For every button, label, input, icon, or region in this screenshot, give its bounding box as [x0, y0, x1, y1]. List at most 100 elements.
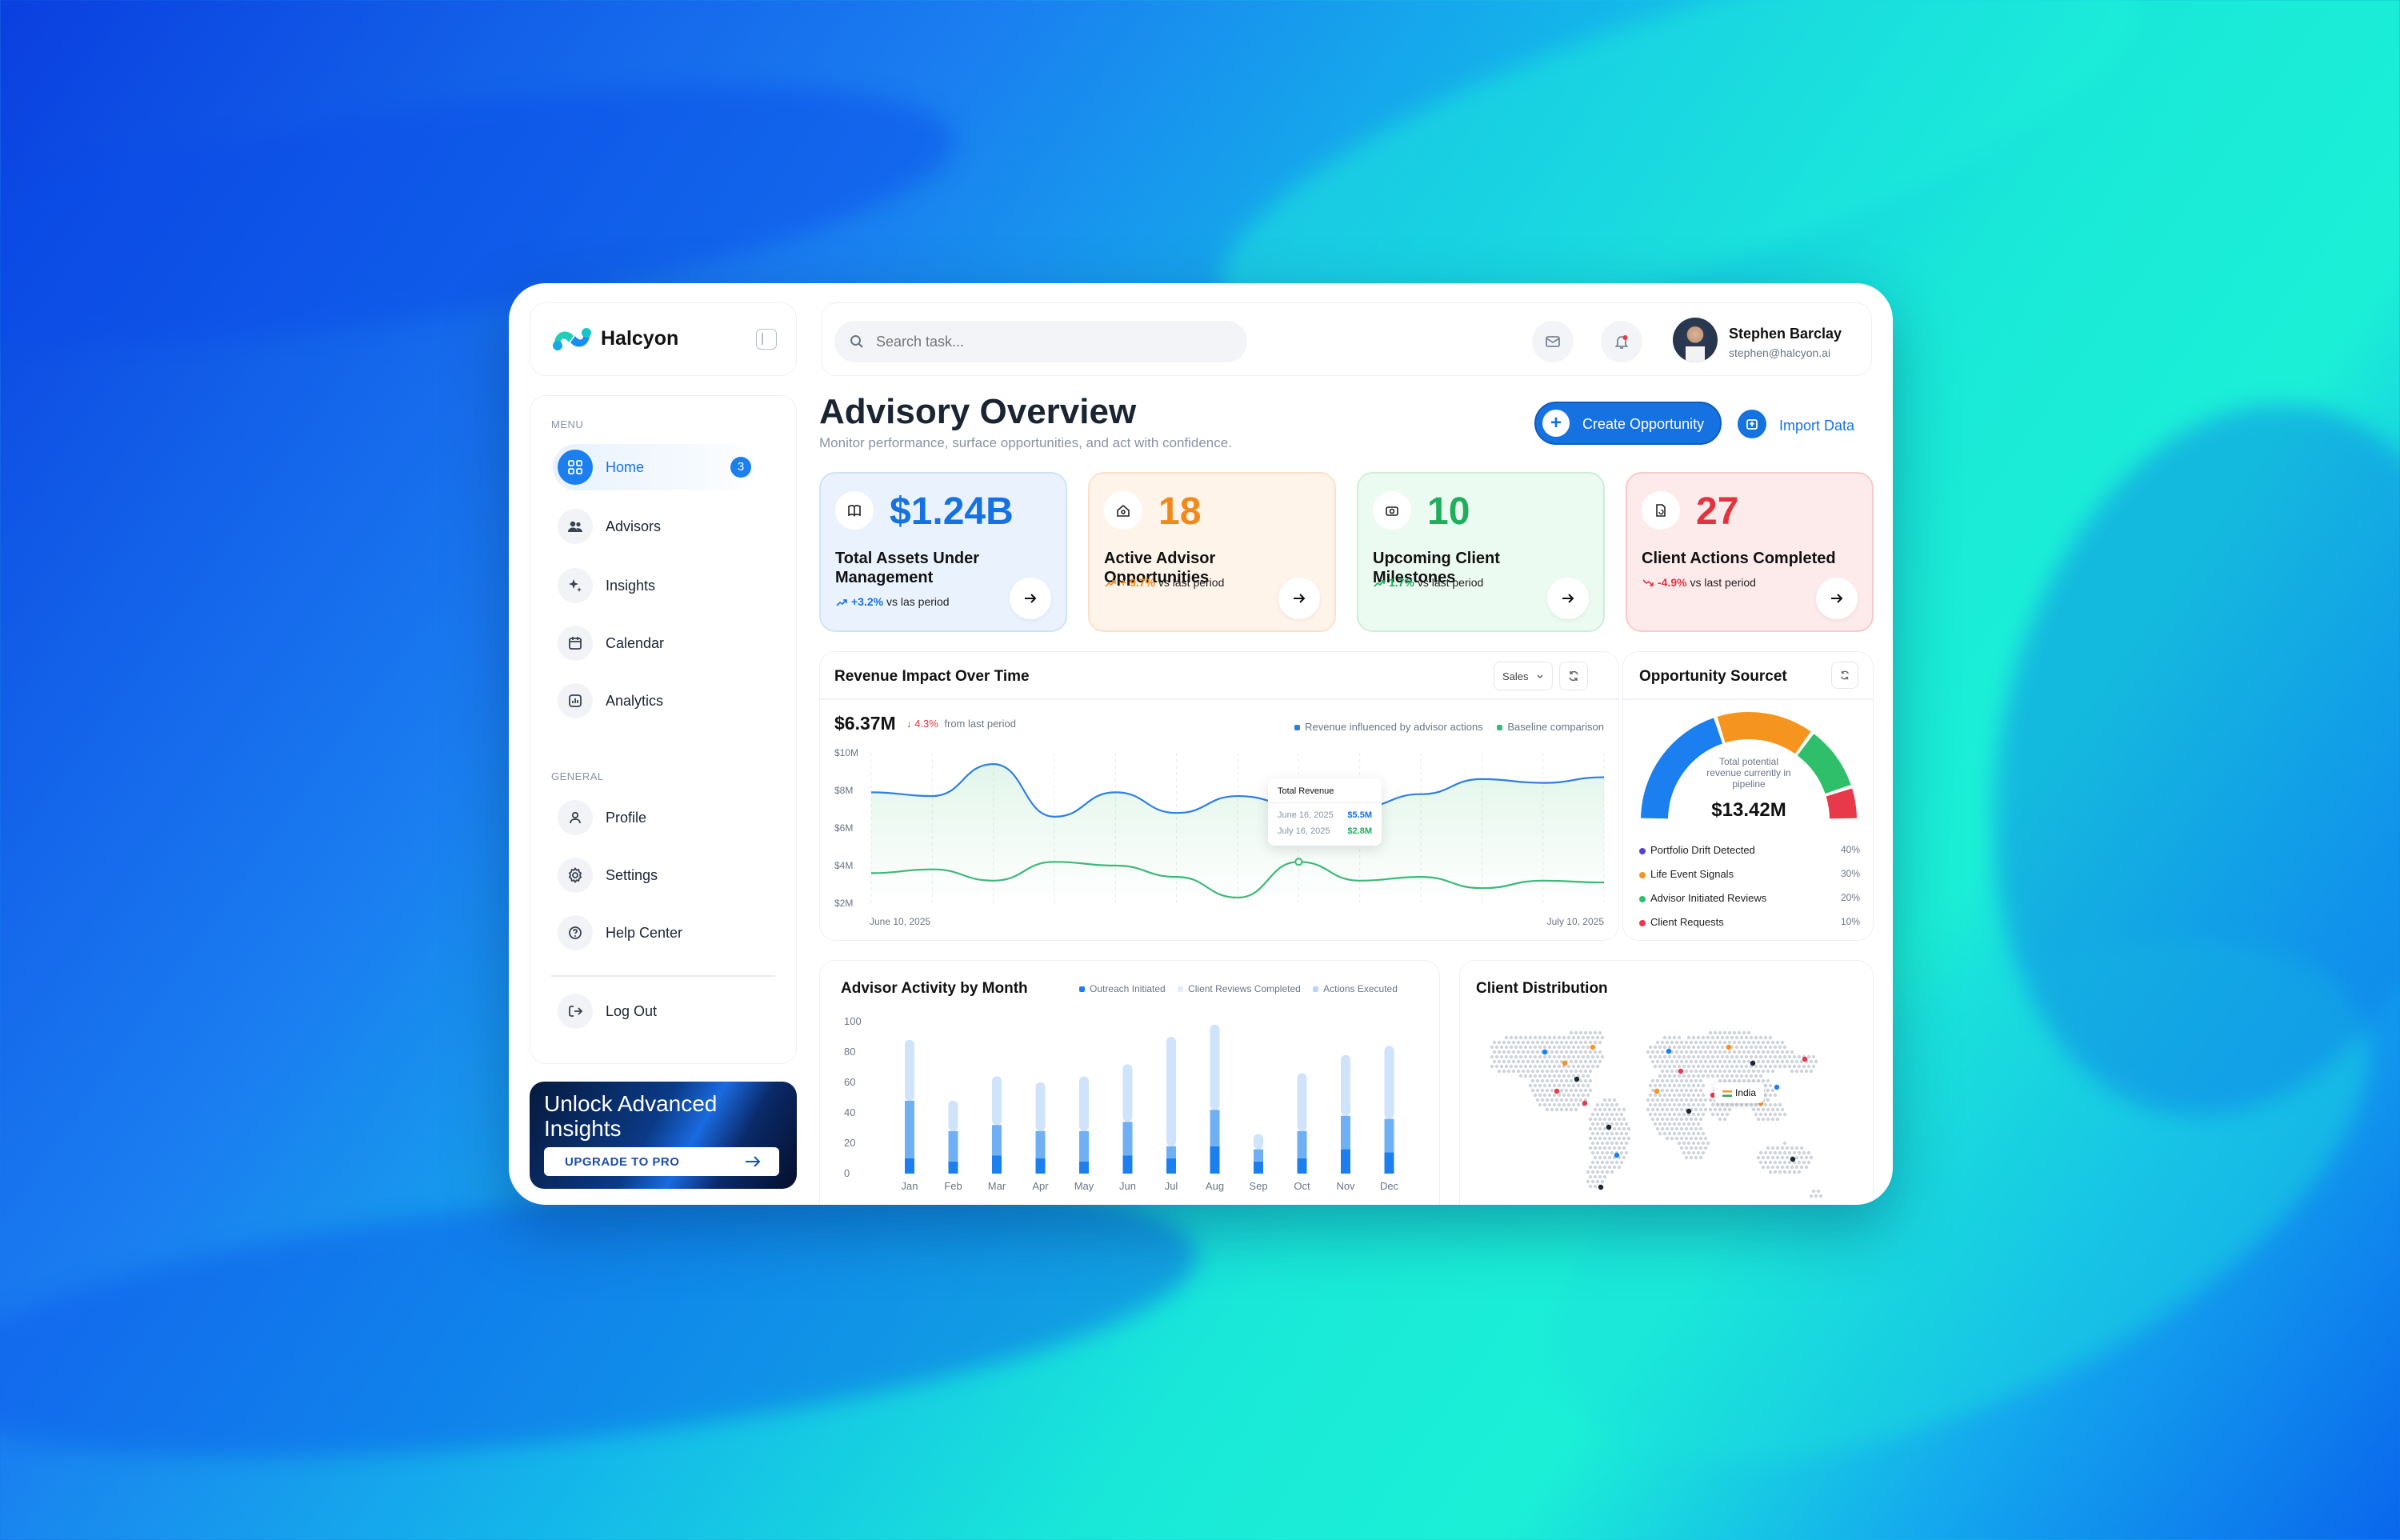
bar-segment — [992, 1125, 1002, 1156]
map-dot — [1737, 1059, 1742, 1064]
upgrade-button[interactable]: UPGRADE TO PRO — [544, 1147, 779, 1176]
map-dot — [1552, 1045, 1557, 1050]
map-dot — [1744, 1045, 1749, 1050]
sidebar-item-insights[interactable]: Insights — [553, 562, 761, 609]
map-dot — [1778, 1054, 1782, 1059]
map-dot — [1742, 1050, 1746, 1054]
sidebar-item-analytics[interactable]: Analytics — [553, 678, 761, 724]
map-dot — [1710, 1054, 1715, 1059]
source-refresh-button[interactable] — [1831, 662, 1858, 689]
map-dot — [1737, 1069, 1742, 1074]
sales-dropdown[interactable]: Sales — [1494, 662, 1553, 690]
map-dot — [1694, 1155, 1698, 1160]
map-dot — [1782, 1064, 1787, 1069]
map-dot — [1535, 1059, 1540, 1064]
source-divider — [1623, 698, 1873, 700]
map-dot — [1578, 1098, 1583, 1102]
map-dot — [1713, 1040, 1718, 1045]
map-dot — [1749, 1054, 1754, 1059]
sidebar-item-settings[interactable]: Settings — [553, 852, 761, 898]
map-dot — [1610, 1141, 1614, 1146]
map-dot — [1605, 1141, 1610, 1146]
search-input[interactable] — [876, 330, 1228, 353]
refresh-button[interactable] — [1559, 662, 1588, 690]
stat-arrow-button[interactable] — [1010, 578, 1051, 619]
promo-title: Unlock Advanced Insights — [544, 1091, 718, 1141]
map-dot — [1540, 1040, 1545, 1045]
stat-arrow-button[interactable] — [1278, 578, 1320, 619]
map-dot — [1499, 1045, 1504, 1050]
map-dot — [1686, 1131, 1691, 1136]
map-dot — [1562, 1035, 1566, 1040]
stat-arrow-button[interactable] — [1547, 578, 1589, 619]
sidebar-item-help-center[interactable]: Help Center — [553, 910, 761, 956]
sidebar-toggle-icon[interactable] — [756, 329, 777, 350]
map-dot — [1780, 1107, 1785, 1112]
map-dot — [1727, 1059, 1732, 1064]
bar-segment — [1122, 1122, 1133, 1156]
avatar[interactable] — [1673, 318, 1718, 362]
map-dot — [1713, 1059, 1718, 1064]
map-dot — [1653, 1064, 1658, 1069]
map-dot — [1770, 1050, 1775, 1054]
bar-segment — [1035, 1130, 1046, 1158]
sidebar-item-advisors[interactable]: Advisors — [553, 503, 761, 550]
map-dot — [1686, 1093, 1691, 1098]
map-dot — [1770, 1117, 1775, 1122]
bar-segment — [1341, 1054, 1350, 1116]
map-dot — [1624, 1150, 1629, 1155]
search-bar[interactable] — [834, 321, 1247, 362]
map-dot — [1674, 1136, 1679, 1141]
sidebar-item-profile[interactable]: Profile — [553, 794, 761, 841]
map-dot — [1523, 1045, 1528, 1050]
arrow-down-icon: ↓ — [906, 718, 912, 730]
map-dot — [1646, 1050, 1650, 1054]
map-dot — [1547, 1035, 1552, 1040]
map-dot — [1600, 1131, 1605, 1136]
map-dot — [1554, 1098, 1559, 1102]
map-dot — [1554, 1069, 1559, 1074]
map-dot — [1806, 1054, 1811, 1059]
map-dot — [1595, 1102, 1600, 1107]
map-dot — [1506, 1059, 1511, 1064]
map-dot — [1686, 1083, 1691, 1088]
create-opportunity-button[interactable]: + Create Opportunity — [1534, 402, 1722, 445]
map-dot — [1694, 1069, 1698, 1074]
map-dot — [1578, 1030, 1583, 1035]
logout-button[interactable]: Log Out — [553, 988, 761, 1034]
map-dot — [1610, 1170, 1614, 1174]
map-dot — [1766, 1069, 1770, 1074]
map-dot — [1686, 1141, 1691, 1146]
sidebar-item-home[interactable]: Home 3 — [553, 444, 761, 490]
legend-dot-actions — [1313, 986, 1319, 993]
map-dot — [1667, 1074, 1672, 1078]
map-dot — [1554, 1078, 1559, 1083]
map-dot — [1653, 1102, 1658, 1107]
map-dot — [1547, 1093, 1552, 1098]
map-dot — [1698, 1078, 1703, 1083]
map-dot — [1598, 1030, 1602, 1035]
map-dot — [1746, 1059, 1751, 1064]
map-dot — [1761, 1107, 1766, 1112]
map-dot — [1703, 1050, 1708, 1054]
tooltip-date-1: June 16, 2025 — [1278, 810, 1334, 820]
client-pin — [1542, 1049, 1548, 1055]
map-dot — [1809, 1069, 1814, 1074]
map-dot — [1523, 1074, 1528, 1078]
source-legend-item: Client Requests 10% — [1639, 916, 1860, 932]
map-dot — [1778, 1150, 1782, 1155]
bell-icon — [1614, 335, 1629, 349]
map-dot — [1701, 1035, 1706, 1040]
import-data-button[interactable]: Import Data — [1738, 405, 1874, 443]
stat-arrow-button[interactable] — [1816, 578, 1858, 619]
arrow-right-icon — [1831, 594, 1843, 603]
map-dot — [1725, 1035, 1730, 1040]
map-dot — [1790, 1059, 1794, 1064]
distribution-title: Client Distribution — [1476, 980, 1608, 997]
map-dot — [1756, 1059, 1761, 1064]
sidebar-item-calendar[interactable]: Calendar — [553, 620, 761, 666]
map-dot — [1698, 1040, 1703, 1045]
mail-button[interactable] — [1532, 321, 1574, 362]
notification-button[interactable] — [1601, 321, 1642, 362]
map-dot — [1811, 1064, 1816, 1069]
